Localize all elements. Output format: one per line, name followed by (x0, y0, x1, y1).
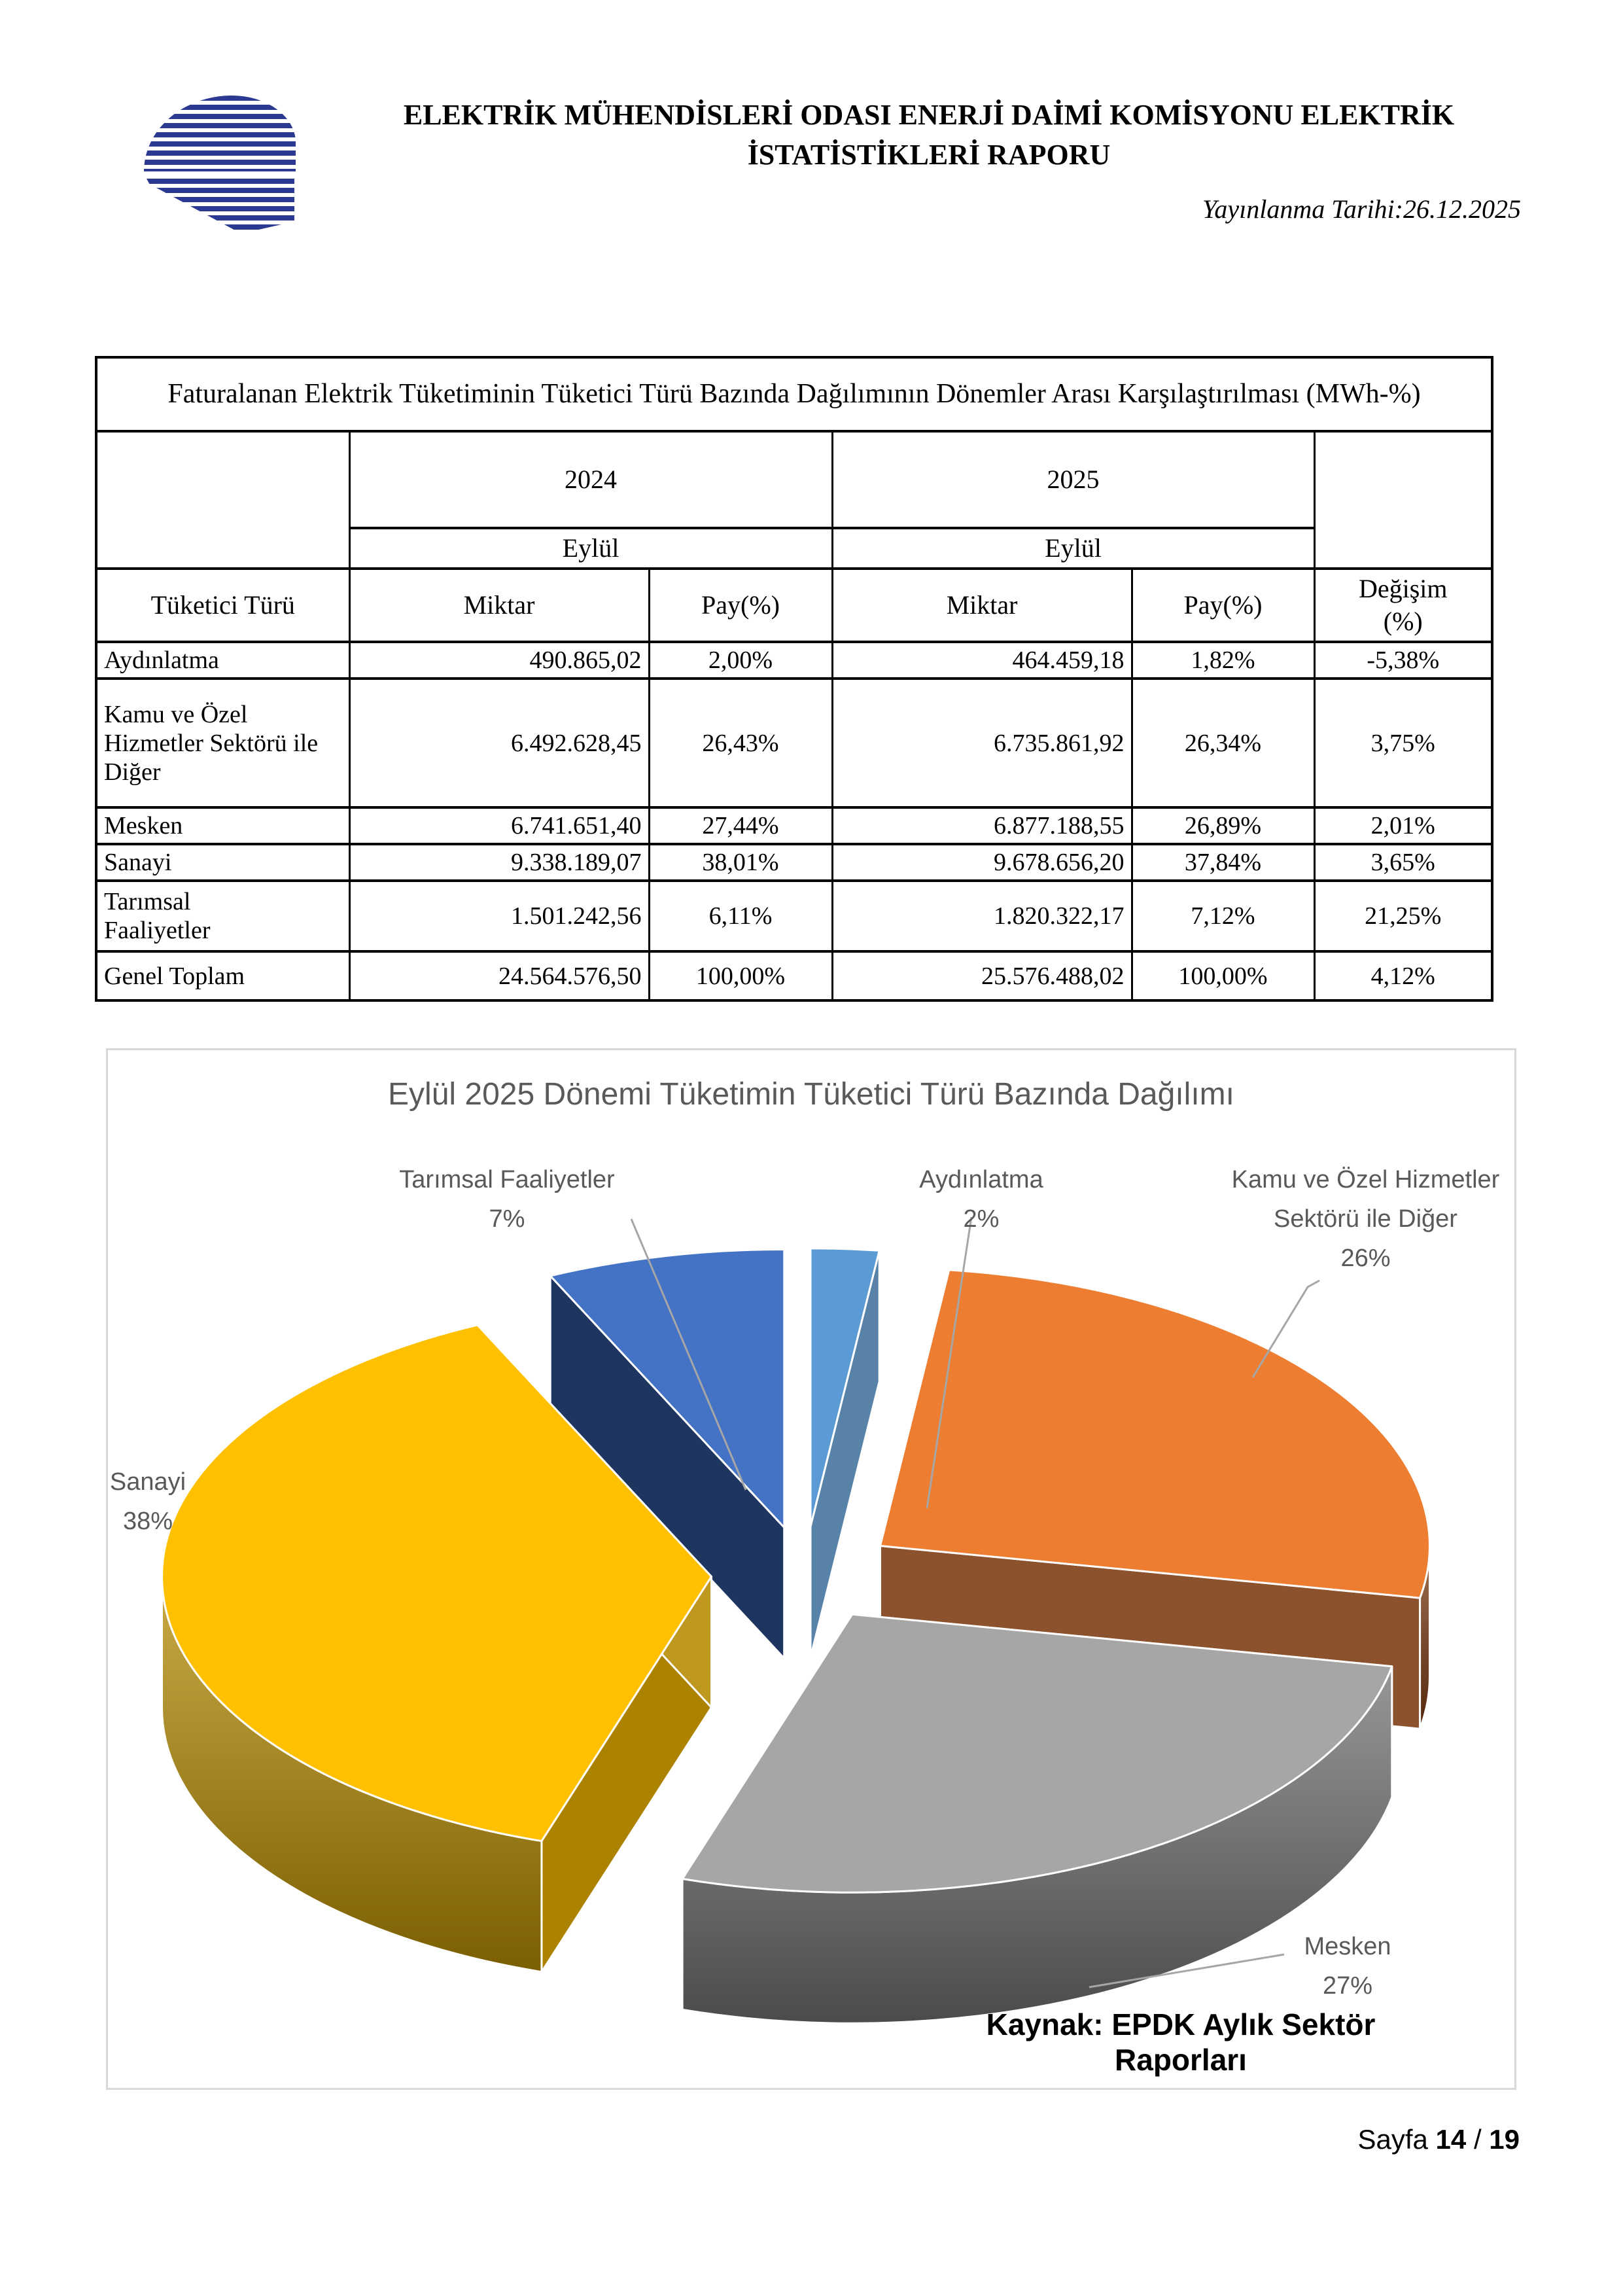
total-amount-2025: 25.576.488,02 (831, 950, 1133, 1002)
chart-source-note: Kaynak: EPDK Aylık Sektör Raporları (986, 2007, 1376, 2077)
leader-lines (630, 1216, 1320, 1988)
empty-corner-cell (1313, 430, 1493, 570)
page-number-separator: / (1473, 2124, 1482, 2155)
publish-date: Yayınlanma Tarihi:26.12.2025 (1202, 194, 1521, 224)
row-amount-2024: 9.338.189,07 (348, 843, 650, 882)
leader-kamu (1251, 1279, 1320, 1378)
emo-logo (144, 96, 300, 237)
table-title: Faturalanan Elektrik Tüketiminin Tüketic… (95, 356, 1493, 433)
col-header-consumer-type: Tüketici Türü (95, 567, 351, 643)
emo-logo-base (147, 179, 294, 234)
month-2025-header: Eylül (831, 527, 1316, 570)
slice-label-kamu: Kamu ve Özel Hizmetler Sektörü ile Diğer… (1231, 1166, 1500, 1272)
row-amount-2025: 6.735.861,92 (831, 677, 1133, 809)
report-title: ELEKTRİK MÜHENDİSLERİ ODASI ENERJİ DAİMİ… (403, 99, 1455, 171)
slice-label-tarimsal: Tarımsal Faaliyetler 7% (399, 1166, 615, 1233)
row-share-2024: 38,01% (648, 843, 833, 882)
pie-chart-panel: Eylül 2025 Dönemi Tüketimin Tüketici Tür… (106, 1048, 1516, 2090)
total-label: Genel Toplam (95, 950, 351, 1002)
row-amount-2025: 464.459,18 (831, 641, 1133, 680)
slice-label-aydinlatma: Aydınlatma 2% (919, 1166, 1043, 1233)
row-amount-2025: 6.877.188,55 (831, 806, 1133, 845)
year-2024-header: 2024 (348, 430, 833, 529)
row-type: Aydınlatma (95, 641, 351, 680)
row-amount-2024: 6.741.651,40 (348, 806, 650, 845)
page-footer: Sayfa 14 / 19 (1357, 2124, 1520, 2155)
total-change: 4,12% (1313, 950, 1493, 1002)
page-number-total: 19 (1489, 2124, 1520, 2155)
leader-tarimsal (630, 1218, 747, 1491)
row-share-2025: 1,82% (1130, 641, 1316, 680)
row-amount-2024: 6.492.628,45 (348, 677, 650, 809)
col-header-change: Değişim (%) (1313, 567, 1493, 643)
col-header-share-2024: Pay(%) (648, 567, 833, 643)
row-share-2025: 26,34% (1130, 677, 1316, 809)
row-amount-2025: 9.678.656,20 (831, 843, 1133, 882)
row-amount-2024: 1.501.242,56 (348, 879, 650, 953)
total-share-2025: 100,00% (1130, 950, 1316, 1002)
table-row: Sanayi 9.338.189,07 38,01% 9.678.656,20 … (95, 843, 1493, 882)
table-row: Kamu ve Özel Hizmetler Sektörü ile Diğer… (95, 677, 1493, 809)
row-share-2024: 26,43% (648, 677, 833, 809)
row-type: Kamu ve Özel Hizmetler Sektörü ile Diğer (95, 677, 351, 809)
table-row: Aydınlatma 490.865,02 2,00% 464.459,18 1… (95, 641, 1493, 680)
consumption-comparison-table: Faturalanan Elektrik Tüketiminin Tüketic… (95, 356, 1494, 1002)
month-2024-header: Eylül (348, 527, 833, 570)
row-type: Mesken (95, 806, 351, 845)
row-change: -5,38% (1313, 641, 1493, 680)
row-type: Tarımsal Faaliyetler (95, 879, 351, 953)
slice-label-mesken: Mesken 27% (1304, 1933, 1391, 2000)
table-row: Tarımsal Faaliyetler 1.501.242,56 6,11% … (95, 879, 1493, 953)
total-amount-2024: 24.564.576,50 (348, 950, 650, 1002)
row-share-2025: 7,12% (1130, 879, 1316, 953)
row-share-2024: 27,44% (648, 806, 833, 845)
slice-label-sanayi: Sanayi 38% (109, 1468, 186, 1535)
leader-mesken (1089, 1953, 1285, 1988)
col-header-amount-2025: Miktar (831, 567, 1133, 643)
row-share-2025: 37,84% (1130, 843, 1316, 882)
row-change: 21,25% (1313, 879, 1493, 953)
3d-pie-chart (161, 1247, 1431, 2024)
row-amount-2024: 490.865,02 (348, 641, 650, 680)
col-header-amount-2024: Miktar (348, 567, 650, 643)
table-total-row: Genel Toplam 24.564.576,50 100,00% 25.57… (95, 950, 1493, 1002)
row-change: 3,75% (1313, 677, 1493, 809)
total-share-2024: 100,00% (648, 950, 833, 1002)
chart-title: Eylül 2025 Dönemi Tüketimin Tüketici Tür… (388, 1077, 1234, 1112)
emo-logo-dome (144, 96, 296, 171)
row-change: 3,65% (1313, 843, 1493, 882)
col-header-share-2025: Pay(%) (1130, 567, 1316, 643)
table-row: Mesken 6.741.651,40 27,44% 6.877.188,55 … (95, 806, 1493, 845)
page-footer-label: Sayfa (1357, 2124, 1428, 2155)
row-share-2024: 6,11% (648, 879, 833, 953)
row-change: 2,01% (1313, 806, 1493, 845)
empty-corner-cell (95, 430, 351, 570)
row-amount-2025: 1.820.322,17 (831, 879, 1133, 953)
page-number-current: 14 (1435, 2124, 1467, 2155)
row-share-2025: 26,89% (1130, 806, 1316, 845)
row-type: Sanayi (95, 843, 351, 882)
leader-aydinlatma (926, 1216, 973, 1509)
row-share-2024: 2,00% (648, 641, 833, 680)
year-2025-header: 2025 (831, 430, 1316, 529)
